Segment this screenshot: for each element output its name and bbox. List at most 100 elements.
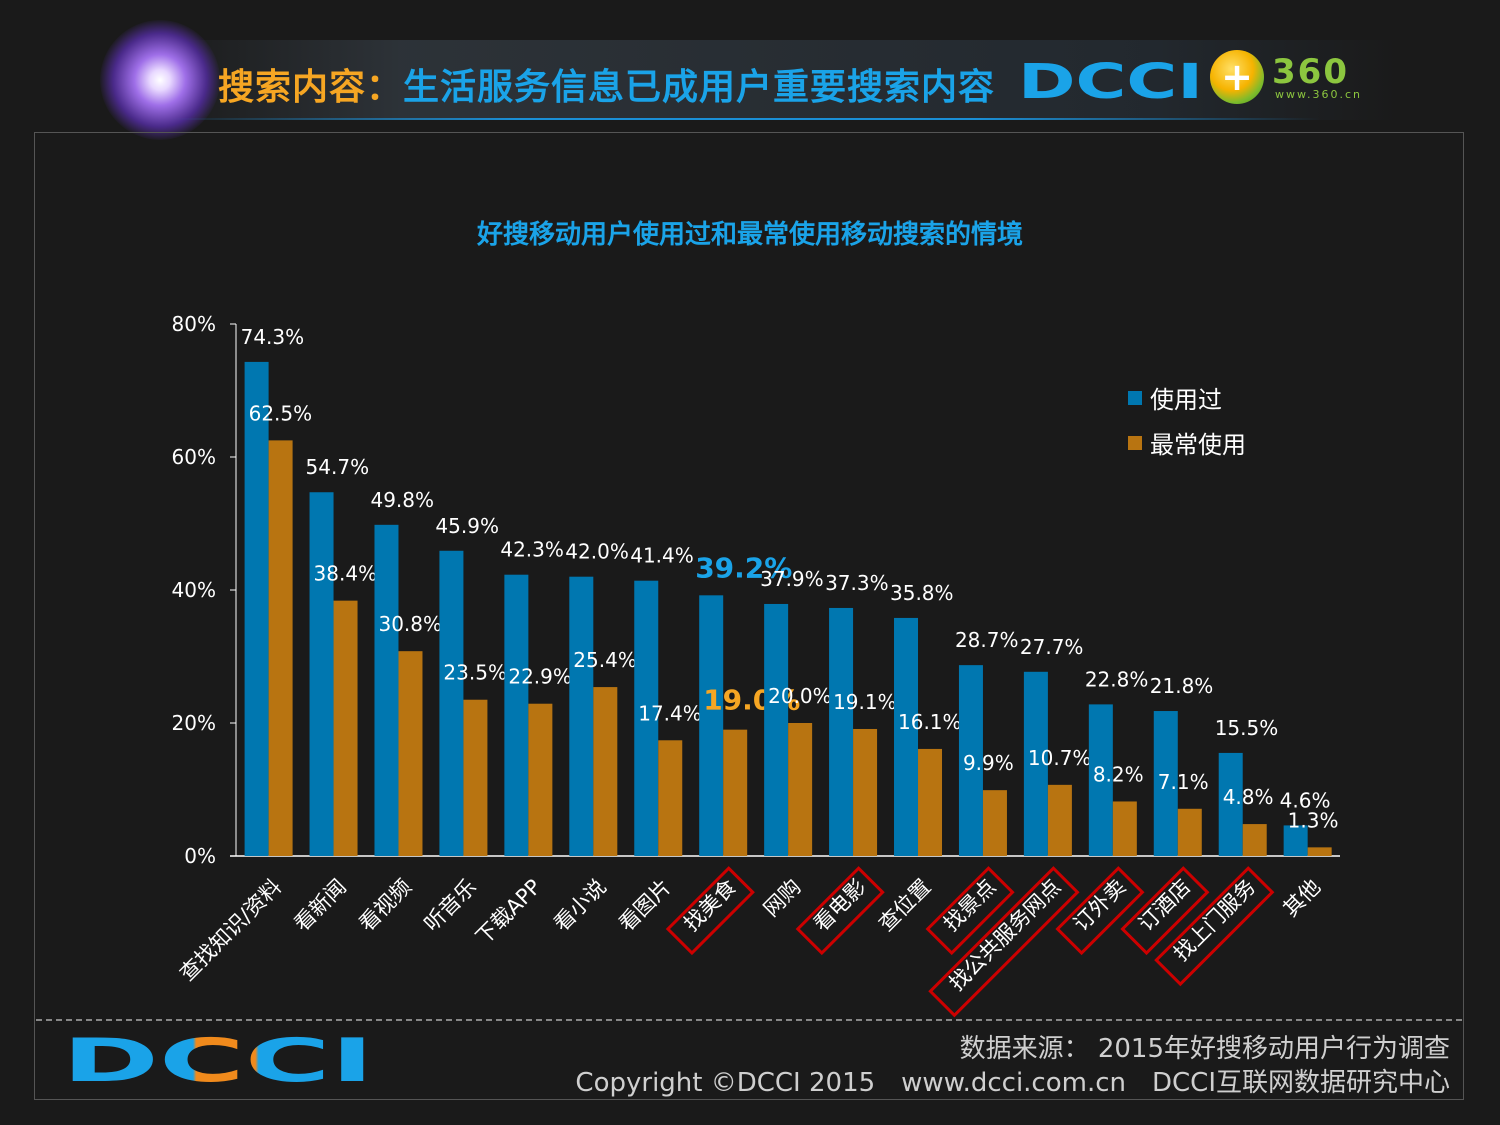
- category-highlight: [1120, 866, 1210, 956]
- brand-360-url: www.360.cn: [1275, 88, 1362, 101]
- page-title-main: 生活服务信息已成用户重要搜索内容: [403, 67, 996, 108]
- y-tick-label: 80%: [172, 312, 216, 336]
- data-label-frequent: 4.8%: [1223, 785, 1274, 809]
- website-link[interactable]: www.dcci.com.cn: [901, 1068, 1126, 1098]
- starburst-decoration: [100, 20, 220, 140]
- page-title: 搜索内容：生活服务信息已成用户重要搜索内容: [218, 58, 995, 110]
- legend-item-used: 使用过: [1128, 375, 1246, 420]
- data-label-frequent: 22.9%: [508, 665, 572, 689]
- x-tick-label: 看视频: [354, 875, 416, 937]
- data-label-used: 54.7%: [306, 455, 370, 479]
- data-label-used: 37.9%: [760, 567, 824, 591]
- data-label-used: 42.0%: [565, 540, 629, 564]
- data-label-used: 42.3%: [500, 538, 564, 562]
- x-tick-label: 听音乐: [419, 875, 481, 937]
- bar-frequent: [1307, 847, 1332, 856]
- copyright: Copyright ©DCCI 2015: [575, 1068, 876, 1098]
- bar-used: [699, 595, 724, 856]
- category-highlight: [928, 866, 1080, 1018]
- data-label-frequent: 23.5%: [443, 661, 507, 685]
- data-label-frequent: 1.3%: [1288, 808, 1339, 832]
- brand-360: 360: [1272, 52, 1349, 92]
- bar-frequent: [268, 440, 293, 856]
- data-label-frequent: 19.1%: [833, 690, 897, 714]
- data-source: 数据来源： 2015年好搜移动用户行为调查: [959, 1034, 1450, 1064]
- footer-divider: [36, 1019, 1462, 1021]
- legend-label-frequent: 最常使用: [1150, 431, 1246, 459]
- legend-swatch-used: [1128, 390, 1142, 405]
- data-label-used: 39.2%: [695, 551, 792, 584]
- x-tick-label: 订酒店: [1134, 875, 1196, 937]
- header-band: [150, 40, 1400, 120]
- bar-used: [1153, 711, 1178, 856]
- bar-used: [504, 574, 529, 856]
- bar-frequent: [658, 740, 683, 856]
- bar-frequent: [528, 703, 553, 856]
- x-tick-label: 查位置: [874, 875, 936, 937]
- org-name: DCCI互联网数据研究中心: [1152, 1068, 1450, 1098]
- bar-used: [1023, 671, 1048, 856]
- data-label-frequent: 17.4%: [638, 701, 702, 725]
- x-tick-label: 下载APP: [471, 875, 546, 950]
- dcci-logo: DCCI: [1018, 58, 1203, 102]
- highlight-box: [928, 866, 1080, 1018]
- bar-frequent: [398, 651, 423, 856]
- x-tick-label: 看电影: [809, 875, 871, 937]
- bar-used: [829, 607, 854, 856]
- category-highlight: [795, 866, 885, 956]
- data-label-used: 74.3%: [241, 325, 305, 349]
- bar-frequent: [918, 748, 943, 856]
- data-label-used: 21.8%: [1150, 674, 1214, 698]
- bar-chart: 0% 20% 40% 60% 80% 74.3% 62.5% 查找知识/资料 54.7% 38.4…: [172, 312, 1340, 1018]
- data-label-used: 45.9%: [435, 514, 499, 538]
- data-label-frequent: 62.5%: [249, 401, 313, 425]
- bar-frequent: [1112, 801, 1137, 856]
- legend-swatch-frequent: [1128, 435, 1142, 450]
- y-tick-label: 0%: [184, 844, 216, 868]
- data-label-frequent: 30.8%: [378, 612, 442, 636]
- highlight-box: [1055, 866, 1145, 956]
- x-tick-label: 找美食: [679, 875, 741, 937]
- legend-label-used: 使用过: [1150, 386, 1222, 414]
- x-tick-label: 查找知识/资料: [175, 875, 286, 986]
- category-highlight: [1154, 866, 1275, 987]
- data-label-frequent: 8.2%: [1093, 762, 1144, 786]
- bar-frequent: [593, 687, 618, 856]
- x-tick-label: 其他: [1279, 875, 1326, 922]
- data-label-frequent: 7.1%: [1158, 770, 1209, 794]
- category-highlight: [1055, 866, 1145, 956]
- highlight-box: [665, 866, 755, 956]
- data-label-used: 27.7%: [1020, 635, 1084, 659]
- x-tick-label: 找景点: [939, 875, 1001, 937]
- data-label-frequent: 16.1%: [898, 710, 962, 734]
- bar-frequent: [1177, 808, 1202, 856]
- bar-used: [374, 524, 399, 856]
- bar-used: [764, 603, 789, 856]
- legend-item-frequent: 最常使用: [1128, 420, 1246, 465]
- bar-used: [439, 550, 464, 856]
- plus-icon: +: [1210, 50, 1264, 104]
- bar-used: [244, 361, 269, 856]
- chart-legend: 使用过 最常使用: [1128, 375, 1246, 465]
- bar-frequent: [853, 728, 878, 856]
- bar-used: [958, 665, 983, 856]
- footer-credits: Copyright ©DCCI 2015 www.dcci.com.cn DCCI互…: [549, 1062, 1450, 1099]
- bar-used: [894, 617, 919, 856]
- data-label-used: 35.8%: [890, 581, 954, 605]
- content-frame: [34, 132, 1464, 1100]
- data-label-frequent: 25.4%: [573, 648, 637, 672]
- bar-used: [634, 580, 659, 856]
- bar-frequent: [333, 600, 358, 856]
- bar-used: [1088, 704, 1113, 856]
- highlight-box: [795, 866, 885, 956]
- dcci-footer-logo: DCCI: [62, 1033, 374, 1085]
- bar-used: [1218, 752, 1243, 856]
- bar-used: [569, 576, 594, 856]
- bar-used: [309, 492, 334, 856]
- dcci-logo-text: DCCI: [1018, 58, 1203, 102]
- dcci-footer-logo-text: DCCI: [62, 1033, 374, 1085]
- data-label-frequent: 38.4%: [314, 562, 378, 586]
- data-label-used: 37.3%: [825, 571, 889, 595]
- x-tick-label: 订外卖: [1069, 875, 1131, 937]
- data-label-frequent: 10.7%: [1028, 746, 1092, 770]
